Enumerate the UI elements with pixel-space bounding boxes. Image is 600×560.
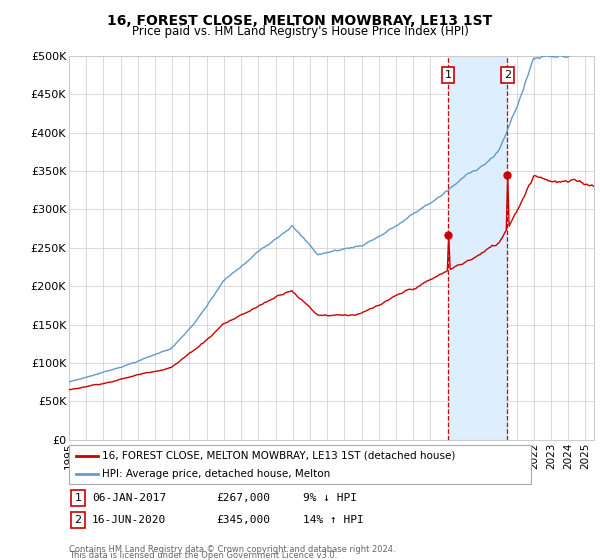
Bar — [448, 56, 507, 440]
Text: 1: 1 — [74, 493, 82, 503]
Text: 1: 1 — [445, 70, 452, 80]
Text: 16, FOREST CLOSE, MELTON MOWBRAY, LE13 1ST: 16, FOREST CLOSE, MELTON MOWBRAY, LE13 1… — [107, 14, 493, 28]
Text: 16, FOREST CLOSE, MELTON MOWBRAY, LE13 1ST (detached house): 16, FOREST CLOSE, MELTON MOWBRAY, LE13 1… — [102, 451, 455, 461]
Text: HPI: Average price, detached house, Melton: HPI: Average price, detached house, Melt… — [102, 469, 330, 479]
Text: 06-JAN-2017: 06-JAN-2017 — [92, 493, 166, 503]
Text: This data is licensed under the Open Government Licence v3.0.: This data is licensed under the Open Gov… — [69, 551, 337, 560]
Text: £345,000: £345,000 — [216, 515, 270, 525]
Text: Price paid vs. HM Land Registry's House Price Index (HPI): Price paid vs. HM Land Registry's House … — [131, 25, 469, 38]
Text: £267,000: £267,000 — [216, 493, 270, 503]
Text: Contains HM Land Registry data © Crown copyright and database right 2024.: Contains HM Land Registry data © Crown c… — [69, 545, 395, 554]
Text: 2: 2 — [503, 70, 511, 80]
Text: 2: 2 — [74, 515, 82, 525]
Text: 14% ↑ HPI: 14% ↑ HPI — [303, 515, 364, 525]
Text: 9% ↓ HPI: 9% ↓ HPI — [303, 493, 357, 503]
Text: 16-JUN-2020: 16-JUN-2020 — [92, 515, 166, 525]
